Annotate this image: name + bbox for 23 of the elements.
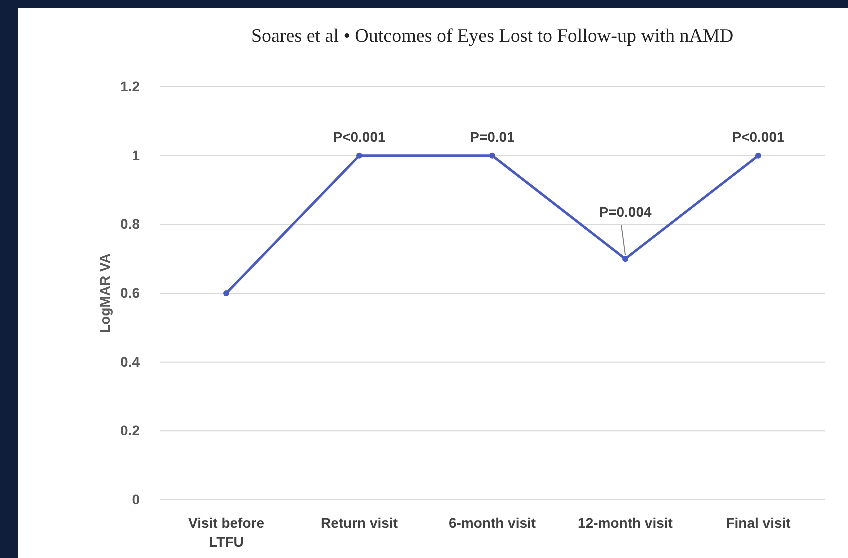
point — [490, 152, 496, 159]
point — [622, 256, 628, 262]
x-tick-label: Visit before LTFU — [188, 514, 265, 550]
y-tick-label: 0.4 — [120, 354, 140, 370]
point — [756, 152, 762, 159]
x-tick-label: Final visit — [726, 514, 792, 531]
point — [356, 152, 362, 159]
annotation: P<0.001 — [333, 128, 386, 145]
y-tick-label: 0 — [132, 491, 140, 508]
y-tick-label: 0.6 — [120, 284, 140, 301]
y-tick-label: 0.8 — [120, 216, 140, 232]
annotation: P=0.004 — [599, 204, 652, 220]
x-tick-label: 6-month visit — [448, 514, 536, 531]
chart-title: Soares et al • Outcomes of Eyes Lost to Follow-up with nAMD — [251, 26, 734, 47]
y-axis-title: LogMAR VA — [97, 254, 113, 334]
y-tick-label: 0.2 — [120, 422, 140, 439]
annotation: P<0.001 — [732, 128, 785, 145]
y-tick-label: 1.2 — [120, 78, 140, 94]
y-tick-label: 1 — [132, 147, 140, 164]
annotation: P=0.01 — [470, 128, 516, 145]
point — [224, 290, 230, 296]
x-tick-label: Return visit — [320, 514, 398, 531]
x-tick-label: 12-month visit — [578, 514, 674, 531]
